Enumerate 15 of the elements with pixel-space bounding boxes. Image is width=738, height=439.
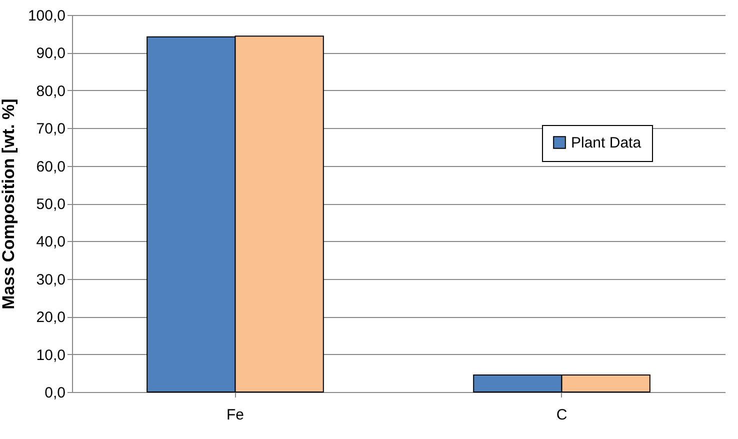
y-tick-label: 70,0 (36, 120, 66, 138)
y-tick-label: 100,0 (28, 8, 66, 24)
y-tick-label: 0,0 (44, 384, 66, 402)
y-tick-label: 90,0 (36, 45, 66, 62)
y-tick-label: 50,0 (36, 196, 66, 213)
y-tick-label: 10,0 (36, 346, 66, 364)
y-tick-label: 80,0 (36, 82, 66, 100)
y-axis-title: Mass Composition [wt. %] (0, 98, 18, 310)
legend-label: Plant Data (571, 134, 642, 152)
y-tick-label: 60,0 (36, 158, 66, 176)
x-tick-label: C (556, 406, 568, 424)
y-tick-label: 30,0 (36, 271, 66, 288)
x-tick-label: Fe (226, 406, 244, 424)
y-tick-label: 20,0 (36, 309, 66, 326)
y-tick-label: 40,0 (36, 234, 66, 251)
